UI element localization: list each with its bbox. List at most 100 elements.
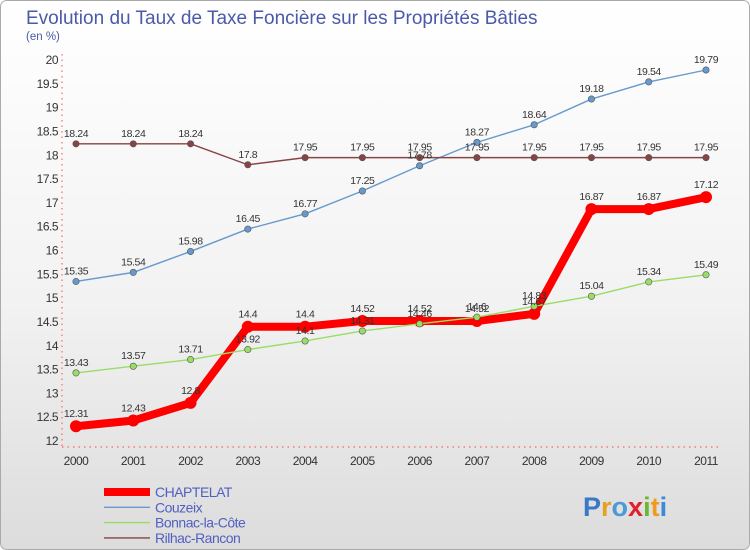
data-label-rilhac-rancon: 17.95	[637, 142, 662, 154]
series-line-chaptelat	[75, 193, 707, 431]
data-point-rilhac-rancon	[473, 154, 481, 162]
data-point-rilhac-rancon	[587, 154, 595, 162]
data-point-chaptelat	[241, 320, 254, 333]
data-point-rilhac-rancon	[129, 140, 137, 148]
data-label-couzeix: 17.25	[350, 175, 375, 187]
data-label-couzeix: 19.79	[694, 54, 719, 66]
data-point-bonnac-la-c-te	[301, 337, 309, 345]
data-point-chaptelat	[299, 320, 312, 333]
legend: CHAPTELATCouzeixBonnac-la-CôteRilhac-Ran…	[104, 484, 246, 546]
proxiti-logo-text: Proxiti	[583, 492, 667, 522]
data-label-chaptelat: 16.87	[579, 191, 604, 203]
x-tick-label: 2008	[522, 454, 548, 468]
data-point-bonnac-la-c-te	[187, 356, 195, 364]
y-tick-label: 12.5	[37, 410, 59, 424]
data-point-chaptelat	[70, 420, 82, 433]
data-point-couzeix	[244, 225, 252, 233]
proxiti-logo: Proxiti	[583, 492, 667, 522]
y-tick-label: 13	[46, 386, 59, 400]
y-tick-label: 19	[46, 101, 59, 115]
data-point-couzeix	[473, 138, 481, 146]
data-label-couzeix: 17.78	[407, 150, 432, 162]
data-point-rilhac-rancon	[187, 140, 195, 148]
data-label-couzeix: 18.64	[522, 109, 547, 121]
data-label-couzeix: 19.54	[637, 66, 662, 78]
data-point-rilhac-rancon	[645, 154, 653, 162]
data-label-chaptelat: 14.4	[238, 309, 257, 321]
data-label-rilhac-rancon: 17.95	[694, 142, 719, 154]
data-label-chaptelat: 14.52	[465, 303, 490, 315]
data-point-bonnac-la-c-te	[473, 313, 481, 321]
y-tick-label: 16	[46, 244, 59, 258]
y-tick-label: 18	[46, 148, 59, 162]
y-tick-label: 14.5	[37, 315, 59, 329]
x-tick-label: 2003	[235, 454, 261, 468]
data-point-rilhac-rancon	[244, 161, 252, 169]
data-label-bonnac-la-c-te: 15.49	[694, 259, 719, 271]
data-point-couzeix	[416, 162, 424, 170]
legend-label-bonnac-la-c-te: Bonnac-la-Côte	[155, 515, 246, 531]
data-point-chaptelat	[184, 396, 197, 409]
y-tick-label: 19.5	[37, 77, 59, 91]
data-label-chaptelat: 14.67	[522, 296, 547, 308]
y-tick-label: 20	[46, 53, 59, 67]
data-point-rilhac-rancon	[358, 154, 366, 162]
y-tick-labels: 12 12.5 13 13.5 14 14.5 15 15.5 16 16.5 17 17.5 18 18…	[37, 53, 60, 448]
data-label-couzeix: 16.45	[236, 213, 261, 225]
data-label-chaptelat: 12.31	[64, 408, 89, 420]
y-tick-label: 15.5	[37, 267, 59, 281]
data-label-bonnac-la-c-te: 14.1	[296, 325, 315, 337]
data-label-couzeix: 16.77	[293, 198, 318, 210]
data-point-chaptelat	[700, 191, 712, 204]
y-tick-label: 17.5	[37, 172, 59, 186]
data-label-rilhac-rancon: 18.24	[178, 128, 203, 140]
data-point-bonnac-la-c-te	[587, 292, 595, 300]
data-point-bonnac-la-c-te	[72, 369, 80, 377]
data-label-bonnac-la-c-te: 15.04	[579, 280, 604, 292]
x-tick-label: 2001	[121, 454, 147, 468]
data-point-chaptelat	[356, 314, 369, 327]
data-point-rilhac-rancon	[702, 154, 710, 162]
y-tick-label: 15	[46, 291, 59, 305]
data-label-couzeix: 18.27	[465, 126, 490, 138]
data-point-rilhac-rancon	[301, 154, 309, 162]
data-point-rilhac-rancon	[72, 140, 80, 148]
data-label-rilhac-rancon: 17.95	[407, 142, 432, 154]
chart-title: Evolution du Taux de Taxe Foncière sur l…	[26, 8, 538, 29]
x-tick-label: 2011	[694, 454, 719, 468]
data-point-couzeix	[129, 268, 137, 276]
data-label-bonnac-la-c-te: 14.31	[350, 315, 375, 327]
data-label-rilhac-rancon: 17.95	[350, 142, 375, 154]
y-tick-label: 13.5	[37, 363, 59, 377]
data-label-chaptelat: 12.43	[121, 403, 146, 415]
data-point-couzeix	[72, 277, 80, 285]
y-tick-label: 17	[46, 196, 59, 210]
x-tick-label: 2006	[407, 454, 433, 468]
x-tick-label: 2009	[579, 454, 605, 468]
axes	[61, 54, 722, 448]
x-tick-label: 2004	[293, 454, 319, 468]
data-label-chaptelat: 14.52	[350, 303, 375, 315]
data-label-bonnac-la-c-te: 13.43	[64, 357, 89, 369]
data-point-bonnac-la-c-te	[645, 278, 653, 286]
data-point-chaptelat	[642, 203, 655, 216]
y-tick-label: 12	[46, 434, 59, 448]
data-point-chaptelat	[127, 414, 140, 427]
data-point-bonnac-la-c-te	[702, 271, 710, 279]
x-tick-label: 2005	[350, 454, 376, 468]
data-label-rilhac-rancon: 17.8	[238, 149, 257, 161]
data-label-bonnac-la-c-te: 13.71	[178, 344, 203, 356]
x-tick-label: 2002	[178, 454, 204, 468]
legend-label-chaptelat: CHAPTELAT	[155, 484, 233, 500]
data-point-couzeix	[358, 187, 366, 195]
y-tick-label: 16.5	[37, 220, 59, 234]
data-label-bonnac-la-c-te: 14.83	[522, 290, 547, 302]
data-label-couzeix: 19.18	[579, 83, 604, 95]
data-label-rilhac-rancon: 18.24	[121, 128, 146, 140]
data-label-bonnac-la-c-te: 13.57	[121, 350, 146, 362]
data-label-bonnac-la-c-te: 14.6	[467, 301, 486, 313]
data-point-chaptelat	[585, 203, 598, 216]
data-point-couzeix	[301, 210, 309, 218]
